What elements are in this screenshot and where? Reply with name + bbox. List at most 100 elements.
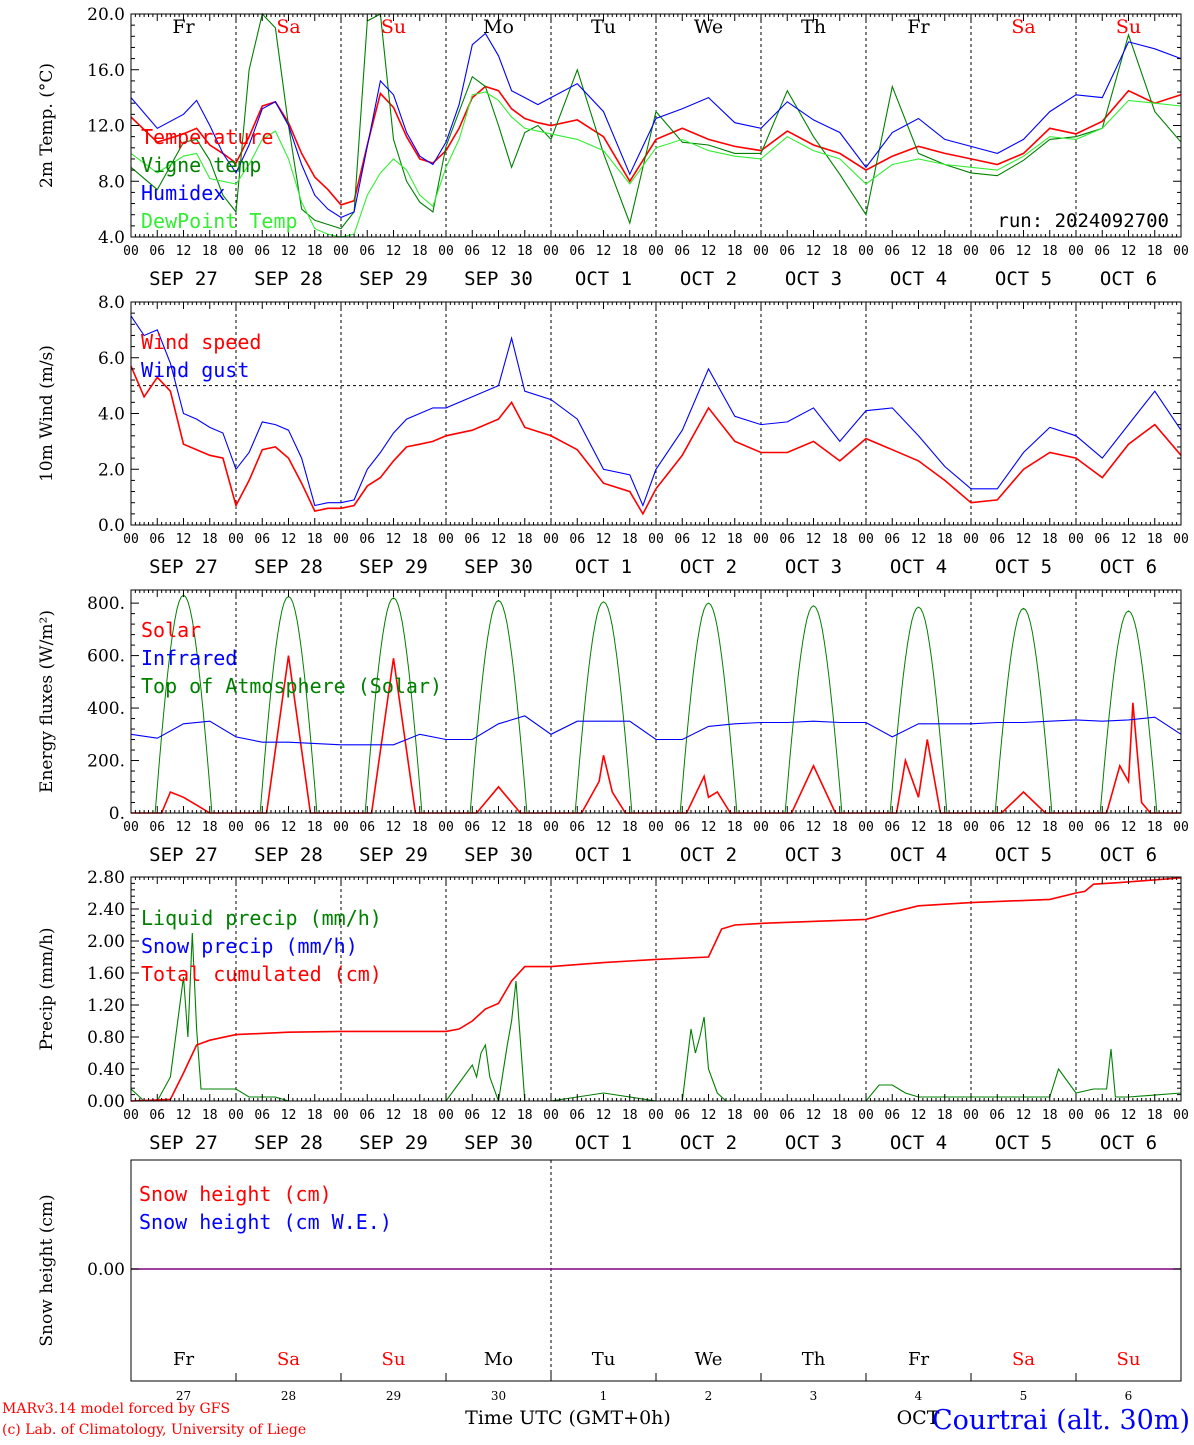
hour-tick-label: 06 [569,1108,585,1123]
hour-tick-label: 06 [464,820,480,835]
hour-tick-label: 00 [228,1108,244,1123]
hour-tick-label: 06 [569,532,585,547]
hour-tick-label: 00 [228,820,244,835]
series-wind-gust [130,315,1182,508]
hour-tick-label: 00 [648,532,664,547]
date-label: SEP 27 [149,268,218,290]
hour-tick-label: 00 [858,244,874,259]
hour-tick-label: 06 [149,244,165,259]
hour-tick-label: 12 [1121,244,1137,259]
hour-tick-label: 18 [727,1108,743,1123]
hour-tick-label: 12 [1016,532,1032,547]
hour-tick-label: 12 [596,1108,612,1123]
snow-y-tick-label: 0.00 [87,1260,125,1280]
hour-tick-label: 12 [1016,1108,1032,1123]
hour-tick-label: 18 [517,1108,533,1123]
hour-tick-label: 06 [569,820,585,835]
legend-wind-speed: Wind speed [141,330,261,354]
time-axis-label: Time UTC (GMT+0h) [465,1407,671,1429]
hour-tick-label: 06 [359,244,375,259]
hour-tick-label: 00 [1068,820,1084,835]
hour-tick-label: 18 [307,1108,323,1123]
hour-tick-label: 12 [806,532,822,547]
hour-tick-label: 18 [1147,1108,1163,1123]
hour-tick-label: 12 [701,244,717,259]
hour-tick-label: 06 [149,820,165,835]
hour-tick-label: 12 [491,532,507,547]
hour-tick-label: 06 [359,1108,375,1123]
hour-tick-label: 00 [333,1108,349,1123]
day-number: 30 [491,1389,506,1403]
y-tick-label: 0.40 [87,1060,125,1080]
day-number: 28 [281,1389,296,1403]
hour-tick-label: 00 [543,820,559,835]
date-label: SEP 27 [149,556,218,578]
hour-tick-label: 06 [884,1108,900,1123]
hour-tick-label: 18 [307,532,323,547]
hour-tick-label: 00 [333,244,349,259]
hour-tick-label: 12 [1121,820,1137,835]
panel-2-ylabel: 10m Wind (m/s) [37,345,57,482]
hour-tick-label: 18 [937,532,953,547]
hour-tick-label: 12 [806,244,822,259]
date-label: SEP 29 [359,268,428,290]
hour-tick-label: 00 [753,532,769,547]
hour-tick-label: 18 [622,244,638,259]
hour-tick-label: 18 [622,820,638,835]
legend-dewpoint-temp: DewPoint Temp [141,209,298,233]
hour-tick-label: 18 [412,532,428,547]
date-label: SEP 28 [254,556,323,578]
hour-tick-label: 00 [648,820,664,835]
y-tick-label: 1.20 [87,996,125,1016]
y-tick-label: 2.40 [87,900,125,920]
hour-tick-label: 18 [202,244,218,259]
date-label: OCT 5 [995,268,1052,290]
hour-tick-label: 12 [911,532,927,547]
hour-tick-label: 06 [464,532,480,547]
lab-credit: (c) Lab. of Climatology, University of L… [2,1422,306,1438]
y-tick-label: 12.0 [87,117,125,137]
hour-tick-label: 00 [753,820,769,835]
date-label: OCT 4 [890,844,947,866]
day-name-bottom: Tu [592,1349,616,1370]
day-name-bottom: Sa [277,1349,300,1370]
hour-tick-label: 00 [543,244,559,259]
hour-tick-label: 12 [176,244,192,259]
hour-tick-label: 12 [281,244,297,259]
date-label: OCT 1 [575,268,632,290]
day-name-bottom: We [695,1349,723,1370]
date-label: SEP 29 [359,556,428,578]
date-label: OCT 1 [575,844,632,866]
footer-month-label: OCT [897,1407,940,1429]
hour-tick-label: 06 [149,532,165,547]
hour-tick-label: 06 [1094,532,1110,547]
hour-tick-label: 06 [254,820,270,835]
legend-wind-gust: Wind gust [141,358,249,382]
y-tick-label: 0.0 [98,516,125,536]
hour-tick-label: 18 [412,820,428,835]
hour-tick-label: 12 [1016,820,1032,835]
date-label: OCT 3 [785,556,842,578]
hour-tick-label: 06 [569,244,585,259]
hour-tick-label: 00 [123,820,139,835]
legend-liquid-precip-mm-h-: Liquid precip (mm/h) [141,906,382,930]
panel-3-frame [130,589,1182,814]
station-name: Courtrai (alt. 30m) [932,1405,1190,1436]
hour-tick-label: 12 [911,244,927,259]
hour-tick-label: 00 [963,1108,979,1123]
day-name-top: We [694,16,723,38]
day-name-top: Su [1116,16,1141,38]
day-number: 29 [386,1389,401,1403]
hour-tick-label: 18 [622,1108,638,1123]
hour-tick-label: 12 [806,820,822,835]
legend-snow-height-cm-: Snow height (cm) [139,1182,332,1206]
hour-tick-label: 06 [989,532,1005,547]
day-name-top: Fr [907,16,930,38]
y-tick-label: 1.60 [87,964,125,984]
hour-tick-label: 18 [202,820,218,835]
hour-tick-label: 12 [806,1108,822,1123]
hour-tick-label: 06 [254,1108,270,1123]
hour-tick-label: 00 [858,1108,874,1123]
legend-total-cumulated-cm-: Total cumulated (cm) [141,962,382,986]
